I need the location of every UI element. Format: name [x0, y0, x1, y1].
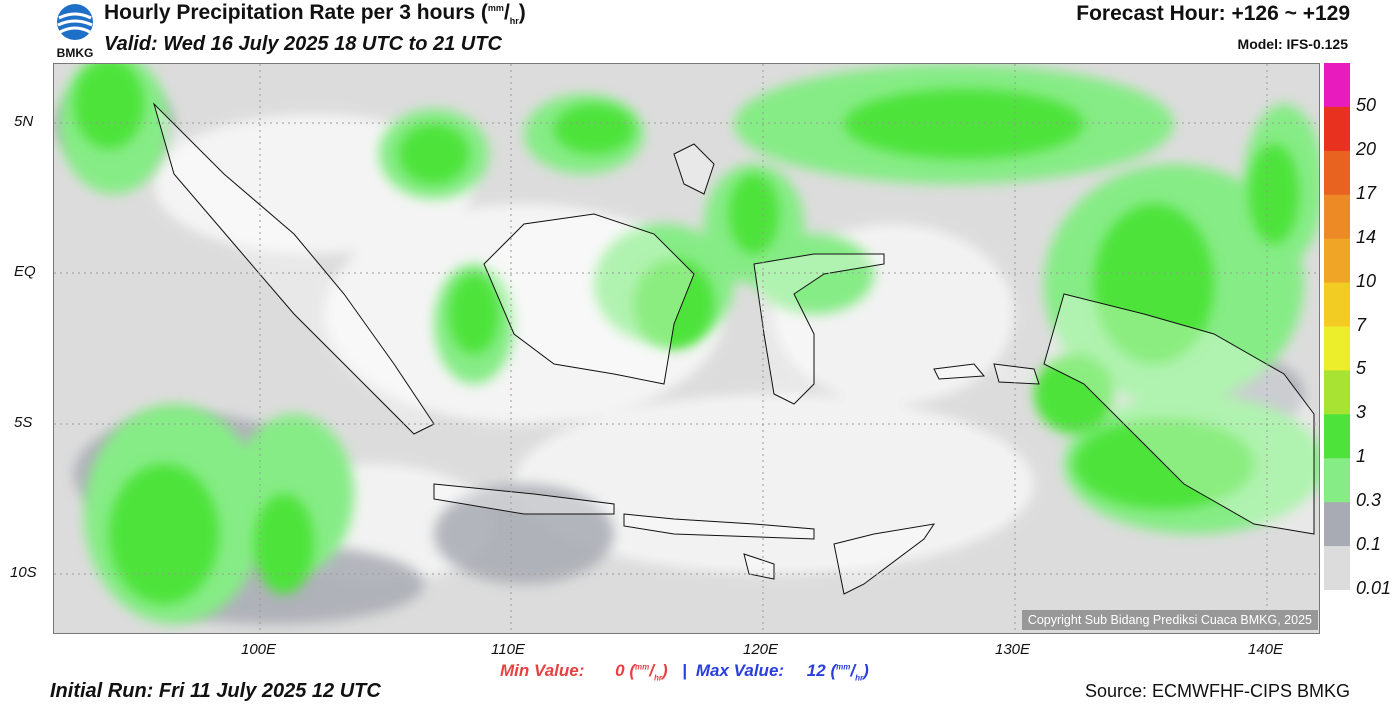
lat-label-eq: EQ — [14, 263, 36, 280]
colorbar-swatch — [1324, 238, 1350, 284]
lat-label-10s: 10S — [10, 564, 37, 581]
colorbar-label: 20 — [1356, 138, 1377, 159]
colorbar — [1324, 63, 1350, 590]
data-source: Source: ECMWFHF-CIPS BMKG — [1084, 681, 1350, 701]
colorbar-label: 3 — [1356, 402, 1367, 423]
colorbar-swatch — [1324, 150, 1350, 196]
initial-run: Initial Run: Fri 11 July 2025 12 UTC — [50, 680, 381, 702]
colorbar-swatch — [1324, 63, 1350, 108]
max-value: 12 — [806, 661, 826, 680]
rain-field-green — [74, 64, 1299, 604]
colorbar-label: 10 — [1356, 270, 1377, 291]
lon-label-100e: 100E — [241, 641, 277, 658]
max-label: Max Value: — [695, 661, 785, 680]
colorbar-swatch — [1324, 326, 1350, 371]
title-unit-num: mm — [487, 3, 504, 13]
colorbar-swatch — [1324, 458, 1350, 503]
colorbar-label: 0.1 — [1356, 534, 1382, 555]
logo-text: BMKG — [57, 46, 94, 60]
map-canvas — [54, 64, 1319, 633]
lon-label-120e: 120E — [743, 641, 779, 658]
valid-time: Valid: Wed 16 July 2025 18 UTC to 21 UTC — [104, 33, 502, 55]
min-max-stats: Min Value: 0 (mm/hr) | Max Value: 12 (mm… — [500, 661, 869, 683]
coastlines — [152, 102, 1315, 595]
colorbar-swatch — [1324, 414, 1350, 459]
min-unit-den: hr — [653, 673, 662, 683]
lat-label-5s: 5S — [14, 414, 33, 431]
min-label: Min Value: — [500, 661, 585, 680]
colorbar-swatch — [1324, 282, 1350, 327]
lon-label-140e: 140E — [1248, 641, 1284, 658]
min-unit-num: mm — [635, 662, 650, 672]
lon-label-130e: 130E — [995, 641, 1031, 658]
max-unit-num: mm — [836, 662, 851, 672]
graticule — [54, 64, 1319, 633]
colorbar-swatch — [1324, 546, 1350, 590]
colorbar-label: 50 — [1356, 94, 1377, 115]
colorbar-label: 17 — [1356, 182, 1377, 203]
lat-label-5n: 5N — [14, 113, 34, 130]
chart-title: Hourly Precipitation Rate per 3 hours (m… — [104, 1, 526, 27]
precipitation-map[interactable] — [53, 63, 1320, 634]
title-unit-den: hr — [509, 16, 519, 27]
colorbar-label: 0.3 — [1356, 490, 1382, 511]
model-label: Model: IFS-0.125 — [1237, 36, 1348, 52]
max-unit-den: hr — [855, 673, 864, 683]
colorbar-swatch — [1324, 370, 1350, 415]
stats-separator: | — [682, 661, 688, 680]
colorbar-label: 5 — [1356, 358, 1367, 379]
bmkg-logo: BMKG — [57, 4, 94, 60]
title-text: Hourly Precipitation Rate per 3 hours — [104, 1, 476, 24]
copyright-notice: Copyright Sub Bidang Prediksi Cuaca BMKG… — [1021, 610, 1318, 630]
colorbar-label: 0.01 — [1356, 578, 1392, 598]
colorbar-label: 1 — [1356, 446, 1367, 467]
colorbar-label: 14 — [1356, 226, 1377, 247]
forecast-hour: Forecast Hour: +126 ~ +129 — [1076, 2, 1350, 25]
colorbar-swatch — [1324, 194, 1350, 240]
lon-label-110e: 110E — [491, 641, 525, 658]
min-value: 0 — [615, 661, 625, 680]
colorbar-label: 7 — [1356, 314, 1367, 335]
colorbar-swatch — [1324, 106, 1350, 152]
colorbar-swatch — [1324, 502, 1350, 547]
